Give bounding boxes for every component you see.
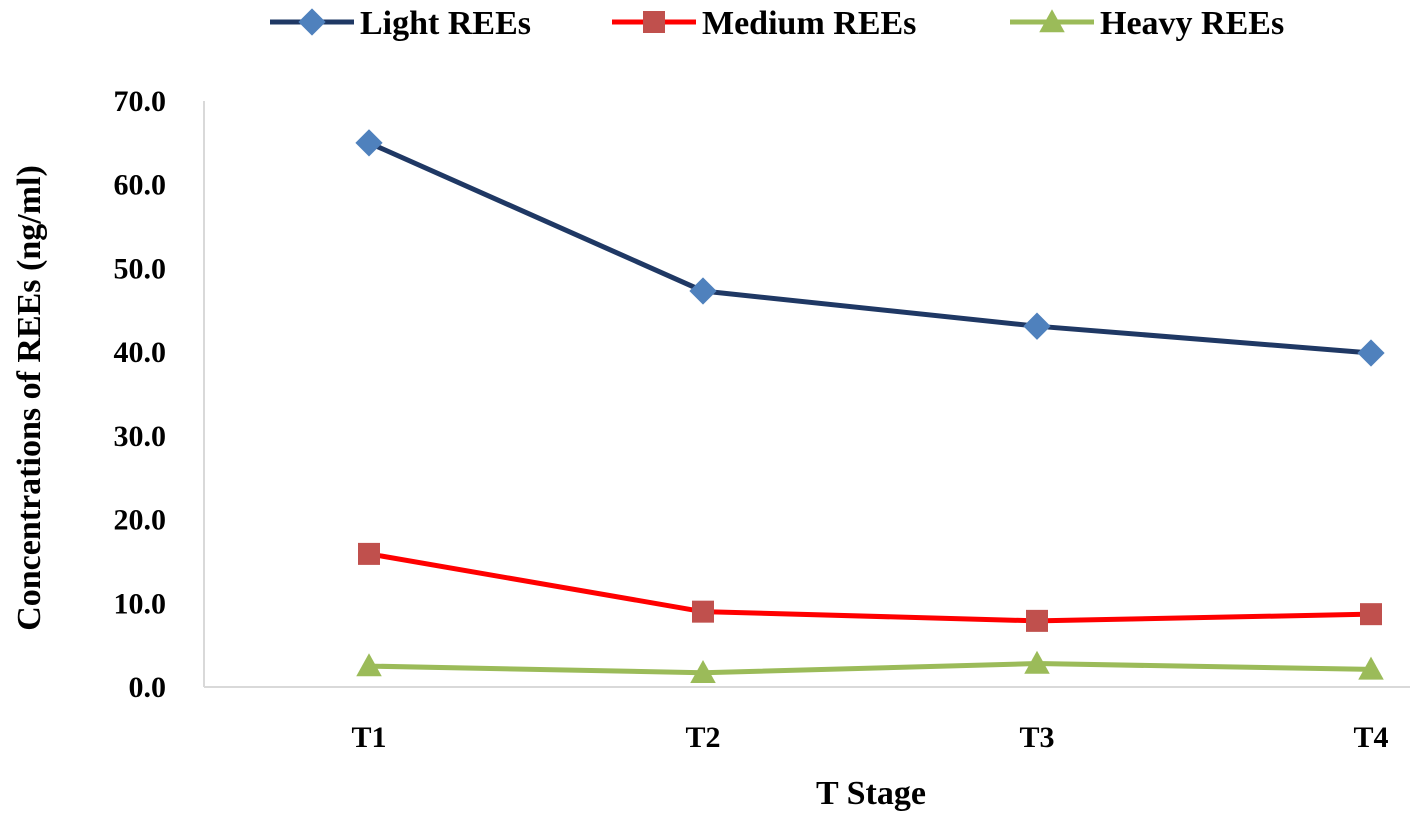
legend-marker <box>643 11 665 33</box>
legend-label: Light REEs <box>360 5 531 42</box>
y-tick-label: 50.0 <box>114 252 167 285</box>
legend-label: Heavy REEs <box>1100 5 1284 42</box>
legend-label: Medium REEs <box>702 5 916 42</box>
series-light-rees <box>355 129 1385 367</box>
series-layer <box>355 129 1385 683</box>
data-point-marker <box>1023 312 1051 340</box>
y-tick-label: 70.0 <box>114 85 167 118</box>
legend-item-light-rees: Light REEs <box>270 5 531 42</box>
legend-marker <box>1039 9 1065 33</box>
x-tick-label: T2 <box>685 721 720 754</box>
legend: Light REEs Medium REEs Heavy REEs <box>270 5 1284 42</box>
series-line <box>367 140 1372 356</box>
x-tick-labels: T1 T2 T3 T4 <box>351 721 1388 754</box>
data-point-marker <box>356 653 382 677</box>
x-axis-title: T Stage <box>816 775 926 812</box>
data-point-marker <box>1024 650 1050 674</box>
data-point-marker <box>1358 656 1384 680</box>
y-tick-label: 10.0 <box>114 587 167 620</box>
data-point-marker <box>1360 603 1382 626</box>
data-point-marker <box>1357 339 1385 367</box>
y-tick-label: 40.0 <box>114 336 167 369</box>
data-point-marker <box>1026 609 1048 632</box>
legend-item-heavy-rees: Heavy REEs <box>1010 5 1284 42</box>
y-axis-title: Concentrations of REEs (ng/ml) <box>11 165 48 631</box>
y-tick-labels: 0.0 10.0 20.0 30.0 40.0 50.0 60.0 70.0 <box>114 85 167 704</box>
x-tick-label: T1 <box>351 721 386 754</box>
y-tick-label: 30.0 <box>114 420 167 453</box>
legend-marker <box>298 8 326 36</box>
y-tick-label: 0.0 <box>129 671 167 704</box>
data-point-marker <box>355 129 383 157</box>
x-tick-label: T3 <box>1019 721 1054 754</box>
x-tick-label: T4 <box>1353 721 1388 754</box>
axes <box>203 101 1410 688</box>
series-line <box>368 551 1372 624</box>
data-point-marker <box>692 600 714 623</box>
data-point-marker <box>690 660 716 683</box>
series-line <box>368 661 1372 676</box>
series-medium-rees <box>358 542 1382 632</box>
data-point-marker <box>689 277 717 305</box>
y-tick-label: 60.0 <box>114 169 167 202</box>
legend-item-medium-rees: Medium REEs <box>612 5 916 42</box>
data-point-marker <box>358 542 380 565</box>
y-tick-label: 20.0 <box>114 504 167 537</box>
series-heavy-rees <box>356 650 1384 683</box>
